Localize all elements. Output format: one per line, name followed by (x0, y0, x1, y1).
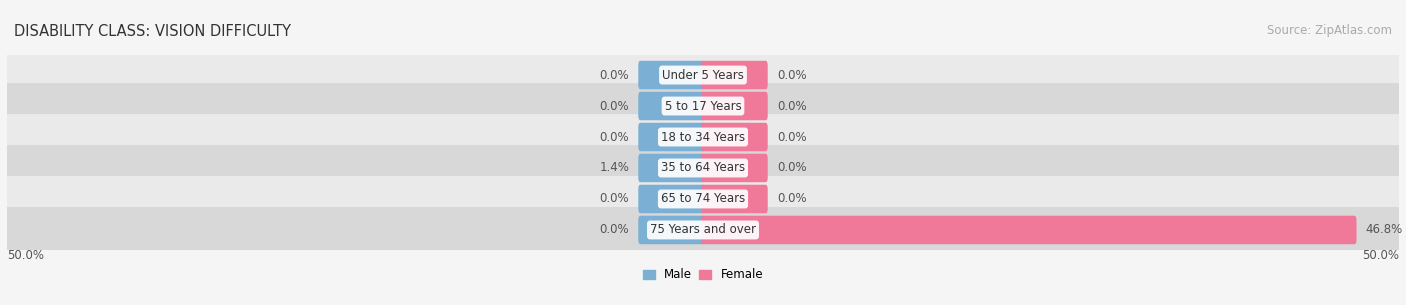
Text: 5 to 17 Years: 5 to 17 Years (665, 99, 741, 113)
Text: 0.0%: 0.0% (776, 161, 807, 174)
FancyBboxPatch shape (638, 92, 704, 120)
FancyBboxPatch shape (702, 123, 768, 151)
FancyBboxPatch shape (3, 145, 1403, 191)
Text: 0.0%: 0.0% (599, 192, 630, 206)
FancyBboxPatch shape (702, 185, 768, 213)
Text: 0.0%: 0.0% (599, 131, 630, 144)
Text: 0.0%: 0.0% (599, 69, 630, 81)
FancyBboxPatch shape (638, 123, 704, 151)
Text: 0.0%: 0.0% (776, 131, 807, 144)
Text: DISABILITY CLASS: VISION DIFFICULTY: DISABILITY CLASS: VISION DIFFICULTY (14, 24, 291, 39)
Legend: Male, Female: Male, Female (643, 268, 763, 281)
FancyBboxPatch shape (3, 176, 1403, 222)
Text: Under 5 Years: Under 5 Years (662, 69, 744, 81)
Text: 0.0%: 0.0% (599, 99, 630, 113)
Text: 75 Years and over: 75 Years and over (650, 224, 756, 236)
Text: 0.0%: 0.0% (776, 99, 807, 113)
Text: 50.0%: 50.0% (7, 249, 44, 262)
FancyBboxPatch shape (638, 154, 704, 182)
FancyBboxPatch shape (702, 154, 768, 182)
Text: 65 to 74 Years: 65 to 74 Years (661, 192, 745, 206)
FancyBboxPatch shape (3, 207, 1403, 253)
Text: 46.8%: 46.8% (1365, 224, 1403, 236)
Text: 0.0%: 0.0% (776, 69, 807, 81)
FancyBboxPatch shape (702, 216, 1357, 244)
FancyBboxPatch shape (3, 83, 1403, 129)
Text: 35 to 64 Years: 35 to 64 Years (661, 161, 745, 174)
Text: 18 to 34 Years: 18 to 34 Years (661, 131, 745, 144)
FancyBboxPatch shape (638, 61, 704, 89)
FancyBboxPatch shape (3, 114, 1403, 160)
FancyBboxPatch shape (702, 61, 768, 89)
Text: 50.0%: 50.0% (1362, 249, 1399, 262)
FancyBboxPatch shape (638, 216, 704, 244)
FancyBboxPatch shape (702, 92, 768, 120)
Text: 0.0%: 0.0% (599, 224, 630, 236)
FancyBboxPatch shape (638, 185, 704, 213)
Text: Source: ZipAtlas.com: Source: ZipAtlas.com (1267, 24, 1392, 38)
Text: 0.0%: 0.0% (776, 192, 807, 206)
FancyBboxPatch shape (3, 52, 1403, 98)
Text: 1.4%: 1.4% (599, 161, 630, 174)
